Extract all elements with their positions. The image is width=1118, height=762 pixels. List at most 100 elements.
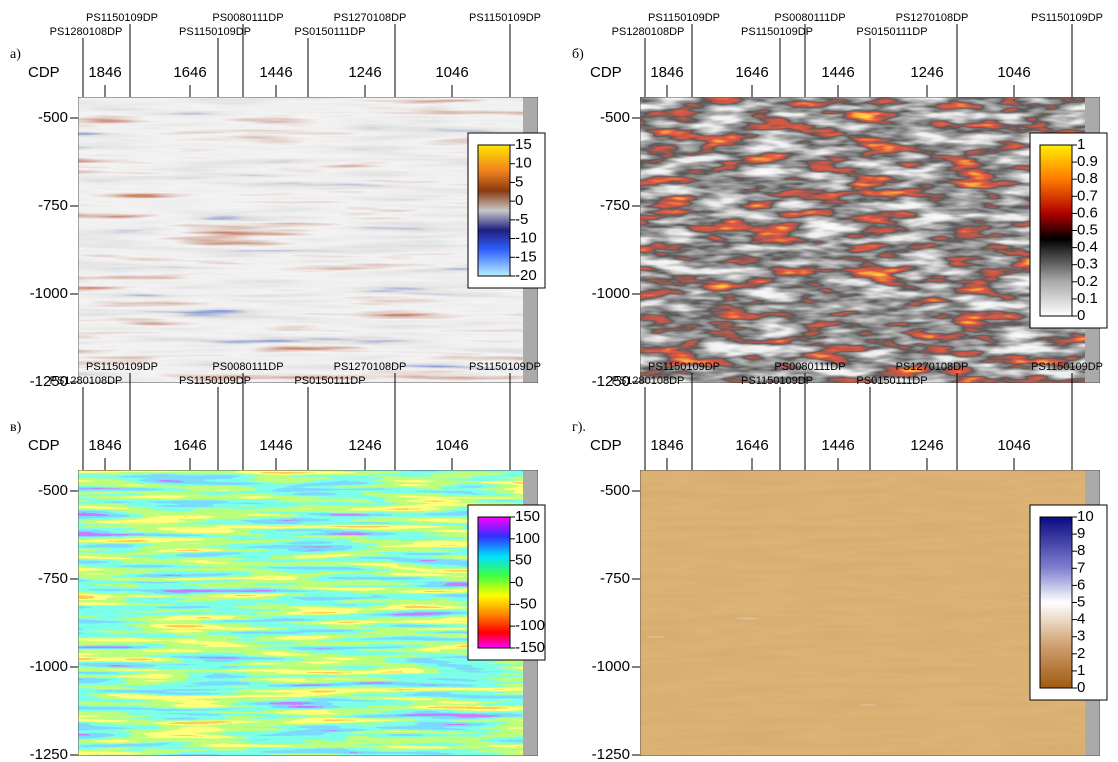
cdp-tick-label: 1246 — [348, 64, 381, 81]
panel: PS1150109DP PS0080111DP PS1270108DP PS11501… — [572, 361, 1108, 762]
colorbar-tick-label: 0 — [515, 192, 523, 209]
colorbar-tick-label: 6 — [1077, 576, 1085, 593]
well-label: PS1150109DP — [469, 12, 541, 24]
well-label: PS1150109DP — [648, 361, 720, 373]
colorbar-tick-label: 0 — [515, 573, 523, 590]
y-tick-label: -1250 — [592, 373, 630, 390]
colorbar-tick-label: 0.5 — [1077, 221, 1098, 238]
cdp-tick-label: 1246 — [348, 437, 381, 454]
colorbar-tick-label: -10 — [515, 230, 537, 247]
y-tick-label: -500 — [38, 482, 68, 499]
colorbar-tick-label: 0.3 — [1077, 256, 1098, 273]
cdp-tick-label: 1046 — [435, 437, 468, 454]
cdp-tick-label: 1646 — [735, 64, 768, 81]
cdp-tick-label: 1046 — [997, 437, 1030, 454]
y-tick-label: -1000 — [30, 658, 68, 675]
colorbar-tick-label: 3 — [1077, 628, 1085, 645]
y-tick-label: -750 — [38, 197, 68, 214]
cdp-tick-label: 1846 — [650, 64, 683, 81]
well-label: PS0150111DP — [294, 26, 365, 38]
colorbar-tick-label: 0 — [1077, 679, 1085, 696]
well-label: PS1270108DP — [896, 12, 969, 24]
colorbar-tick-label: 1 — [1077, 662, 1085, 679]
colorbar-tick-label: -20 — [515, 267, 537, 284]
y-tick-label: -1000 — [30, 285, 68, 302]
colorbar-tick-label: -150 — [515, 639, 545, 656]
well-label: PS0080111DP — [212, 12, 283, 24]
panel-label: г). — [572, 420, 586, 435]
well-label: PS1150109DP — [86, 361, 158, 373]
well-label: PS1270108DP — [896, 361, 969, 373]
colorbar-tick-label: 2 — [1077, 645, 1085, 662]
cdp-tick-label: 1646 — [173, 64, 206, 81]
y-tick-label: -1000 — [592, 658, 630, 675]
colorbar-tick-label: -5 — [515, 211, 528, 228]
well-label: PS0150111DP — [856, 375, 927, 387]
well-label: PS1280108DP — [612, 26, 685, 38]
colorbar — [477, 144, 511, 277]
colorbar-tick-label: 0.4 — [1077, 239, 1098, 256]
colorbar-tick-label: 0.7 — [1077, 187, 1098, 204]
cdp-tick-label: 1246 — [910, 437, 943, 454]
well-label: PS1150109DP — [86, 12, 158, 24]
cdp-tick-label: 1646 — [735, 437, 768, 454]
colorbar-tick-label: 50 — [515, 552, 532, 569]
colorbar — [1039, 144, 1073, 317]
cdp-tick-label: 1846 — [88, 437, 121, 454]
well-label: PS1270108DP — [334, 361, 407, 373]
well-label: PS1280108DP — [50, 375, 123, 387]
colorbar-tick-label: 0 — [1077, 307, 1085, 324]
colorbar-tick-label: 4 — [1077, 611, 1085, 628]
seismic-section — [78, 97, 523, 383]
y-tick-label: -500 — [38, 109, 68, 126]
seismic-section — [78, 470, 523, 756]
y-tick-label: -750 — [600, 570, 630, 587]
y-tick-label: -1250 — [30, 746, 68, 762]
axis-label: CDP — [28, 437, 60, 454]
colorbar-tick-label: 1 — [1077, 136, 1085, 153]
colorbar-tick-label: 15 — [515, 136, 532, 153]
colorbar-tick-label: 9 — [1077, 525, 1085, 542]
well-label: PS0080111DP — [774, 361, 845, 373]
well-label: PS1150109DP — [1031, 12, 1103, 24]
panel-label: б) — [572, 47, 584, 62]
colorbar-tick-label: 0.9 — [1077, 153, 1098, 170]
cdp-tick-label: 1046 — [997, 64, 1030, 81]
colorbar-tick-label: 5 — [1077, 593, 1085, 610]
well-label: PS1150109DP — [1031, 361, 1103, 373]
panel: PS1150109DP PS0080111DP PS1270108DP PS11501… — [10, 361, 546, 762]
colorbar-tick-label: 0.8 — [1077, 170, 1098, 187]
well-label: PS1150109DP — [741, 26, 813, 38]
well-label: PS0150111DP — [856, 26, 927, 38]
well-label: PS1150109DP — [741, 375, 813, 387]
colorbar-tick-label: -100 — [515, 617, 545, 634]
well-label: PS1150109DP — [469, 361, 541, 373]
colorbar — [1039, 516, 1073, 689]
colorbar-tick-label: 0.2 — [1077, 273, 1098, 290]
y-tick-label: -750 — [600, 197, 630, 214]
colorbar-tick-label: 10 — [1077, 508, 1094, 525]
cdp-tick-label: 1046 — [435, 64, 468, 81]
panel-label: в) — [10, 420, 22, 435]
colorbar-tick-label: -50 — [515, 595, 537, 612]
well-label: PS0150111DP — [294, 375, 365, 387]
cdp-tick-label: 1446 — [259, 64, 292, 81]
cdp-tick-label: 1446 — [821, 64, 854, 81]
well-label: PS1280108DP — [50, 26, 123, 38]
cdp-tick-label: 1246 — [910, 64, 943, 81]
well-label: PS0080111DP — [212, 361, 283, 373]
well-label: PS1150109DP — [179, 26, 251, 38]
y-tick-label: -500 — [600, 109, 630, 126]
colorbar-tick-label: 0.1 — [1077, 290, 1098, 307]
cdp-tick-label: 1446 — [259, 437, 292, 454]
colorbar-tick-label: -15 — [515, 248, 537, 265]
y-tick-label: -1000 — [592, 285, 630, 302]
seismic-section — [640, 470, 1085, 756]
panel: PS1150109DP PS0080111DP PS1270108DP PS11501… — [10, 12, 546, 390]
well-label: PS1280108DP — [612, 375, 685, 387]
well-label: PS1150109DP — [179, 375, 251, 387]
colorbar-tick-label: 7 — [1077, 559, 1085, 576]
colorbar-tick-label: 100 — [515, 530, 540, 547]
axis-label: CDP — [590, 437, 622, 454]
panel-label: а) — [10, 47, 21, 62]
